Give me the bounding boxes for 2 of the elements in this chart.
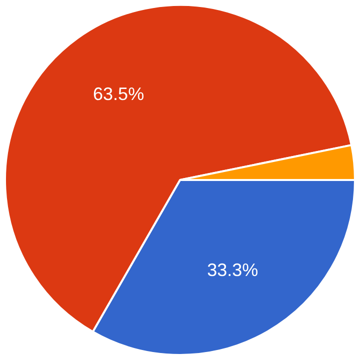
data-label: 33.3%: [207, 260, 258, 280]
data-label: 63.5%: [93, 84, 144, 104]
